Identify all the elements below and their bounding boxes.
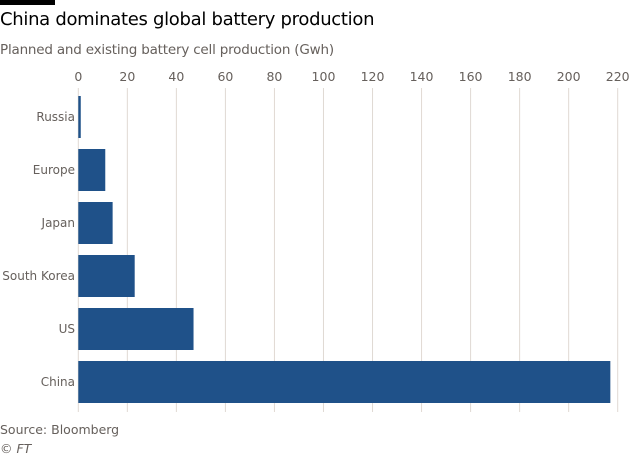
bar-europe xyxy=(78,149,106,191)
brand-bar xyxy=(0,0,55,5)
x-tick-label: 80 xyxy=(266,69,282,84)
bar-china xyxy=(78,361,611,403)
chart-subtitle: Planned and existing battery cell produc… xyxy=(0,42,334,58)
bar-russia xyxy=(78,96,81,138)
category-label: China xyxy=(41,375,75,389)
x-tick-label: 100 xyxy=(312,69,336,84)
x-tick-label: 60 xyxy=(217,69,233,84)
chart-title: China dominates global battery productio… xyxy=(0,9,375,30)
bar-south-korea xyxy=(78,255,135,297)
category-label: US xyxy=(59,322,75,336)
bar-us xyxy=(78,308,194,350)
x-tick-label: 200 xyxy=(557,69,581,84)
x-tick-label: 120 xyxy=(361,69,385,84)
x-tick-label: 140 xyxy=(410,69,434,84)
x-tick-label: 40 xyxy=(168,69,184,84)
category-label: Japan xyxy=(41,216,75,230)
copyright: © FT xyxy=(0,441,32,456)
x-tick-label: 160 xyxy=(459,69,483,84)
category-label: Europe xyxy=(33,163,75,177)
category-label: Russia xyxy=(36,110,75,124)
category-label: South Korea xyxy=(2,269,75,283)
x-tick-label: 220 xyxy=(606,69,630,84)
x-tick-label: 180 xyxy=(508,69,532,84)
bar-japan xyxy=(78,202,113,244)
x-tick-label: 0 xyxy=(74,69,82,84)
source-note: Source: Bloomberg xyxy=(0,422,120,437)
x-tick-label: 20 xyxy=(119,69,135,84)
